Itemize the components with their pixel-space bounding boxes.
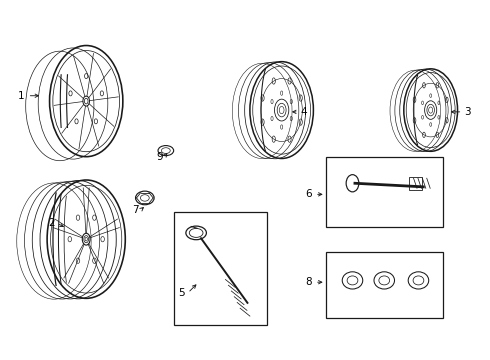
Text: 6: 6 (305, 189, 312, 199)
Text: 7: 7 (132, 206, 138, 216)
Text: 1: 1 (18, 91, 24, 101)
Text: 4: 4 (300, 107, 307, 117)
Bar (174, 212, 267, 325)
Bar (409, 177, 422, 190)
Text: 2: 2 (49, 218, 55, 228)
Text: 8: 8 (305, 277, 312, 287)
Text: 5: 5 (178, 288, 185, 298)
Bar (326, 157, 443, 226)
Text: 9: 9 (156, 152, 163, 162)
Text: 3: 3 (464, 107, 470, 117)
Bar (326, 252, 443, 318)
